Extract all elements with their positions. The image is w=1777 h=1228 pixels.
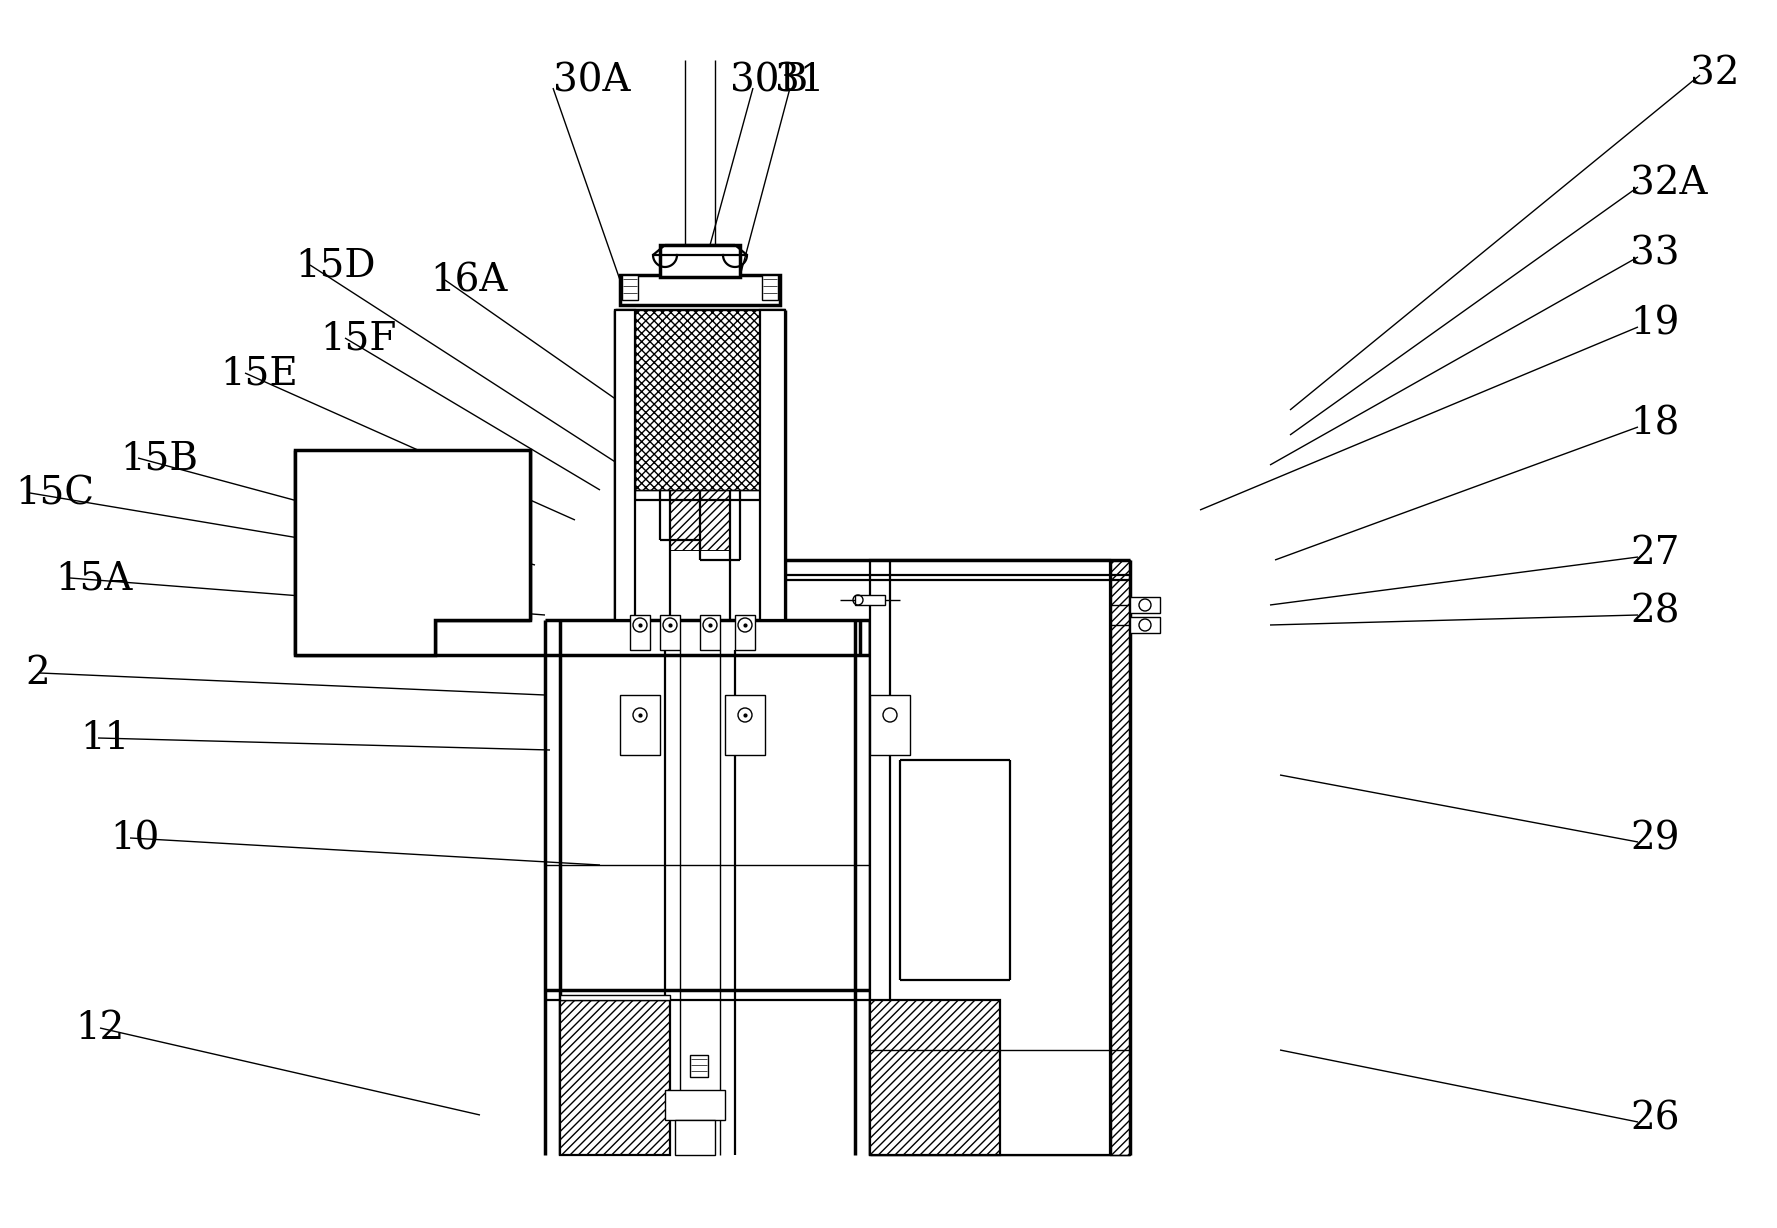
Text: 11: 11 [80, 720, 130, 756]
Bar [871, 1000, 1000, 1156]
Bar [670, 490, 730, 550]
Polygon shape [295, 449, 530, 655]
Bar [659, 615, 681, 650]
Text: 19: 19 [1630, 305, 1679, 343]
Text: 15A: 15A [55, 560, 131, 597]
Bar [736, 615, 755, 650]
Text: 26: 26 [1630, 1100, 1679, 1137]
Bar [620, 695, 659, 755]
Bar [871, 695, 910, 755]
Text: 31: 31 [775, 61, 825, 99]
Bar [659, 246, 739, 278]
Bar [665, 1090, 725, 1120]
Bar [1130, 616, 1160, 632]
Text: 32A: 32A [1630, 165, 1708, 201]
Bar [725, 695, 766, 755]
Text: 27: 27 [1630, 535, 1679, 572]
Text: 2: 2 [25, 655, 50, 693]
Text: 32: 32 [1690, 55, 1740, 92]
Bar [855, 596, 885, 605]
Text: 15D: 15D [295, 247, 375, 284]
Text: 28: 28 [1630, 593, 1679, 630]
Bar [1130, 597, 1160, 613]
Text: 15C: 15C [14, 475, 94, 512]
Bar [725, 695, 766, 755]
Bar [675, 1120, 714, 1156]
Text: 16A: 16A [430, 262, 508, 298]
Text: 30B: 30B [730, 61, 809, 99]
Bar [762, 275, 778, 300]
Text: 29: 29 [1630, 820, 1679, 857]
Bar [634, 309, 766, 490]
Text: 30A: 30A [553, 61, 631, 99]
Text: 18: 18 [1630, 405, 1679, 442]
Bar [700, 615, 720, 650]
Bar [761, 309, 785, 620]
Text: 15E: 15E [220, 355, 299, 392]
Bar [620, 275, 780, 305]
Bar [871, 695, 910, 755]
Bar [871, 560, 1111, 1156]
Bar [899, 760, 1009, 980]
Bar [560, 995, 670, 1000]
Bar [689, 1055, 707, 1077]
Text: 12: 12 [75, 1009, 124, 1047]
Text: 10: 10 [110, 820, 160, 857]
Text: 15B: 15B [121, 440, 197, 476]
Bar [622, 275, 638, 300]
Bar [1111, 560, 1130, 1156]
Bar [620, 695, 659, 755]
Text: 15F: 15F [320, 321, 396, 357]
Bar [560, 1000, 670, 1156]
Text: 33: 33 [1630, 235, 1679, 271]
Bar [631, 615, 650, 650]
Bar [615, 309, 634, 620]
